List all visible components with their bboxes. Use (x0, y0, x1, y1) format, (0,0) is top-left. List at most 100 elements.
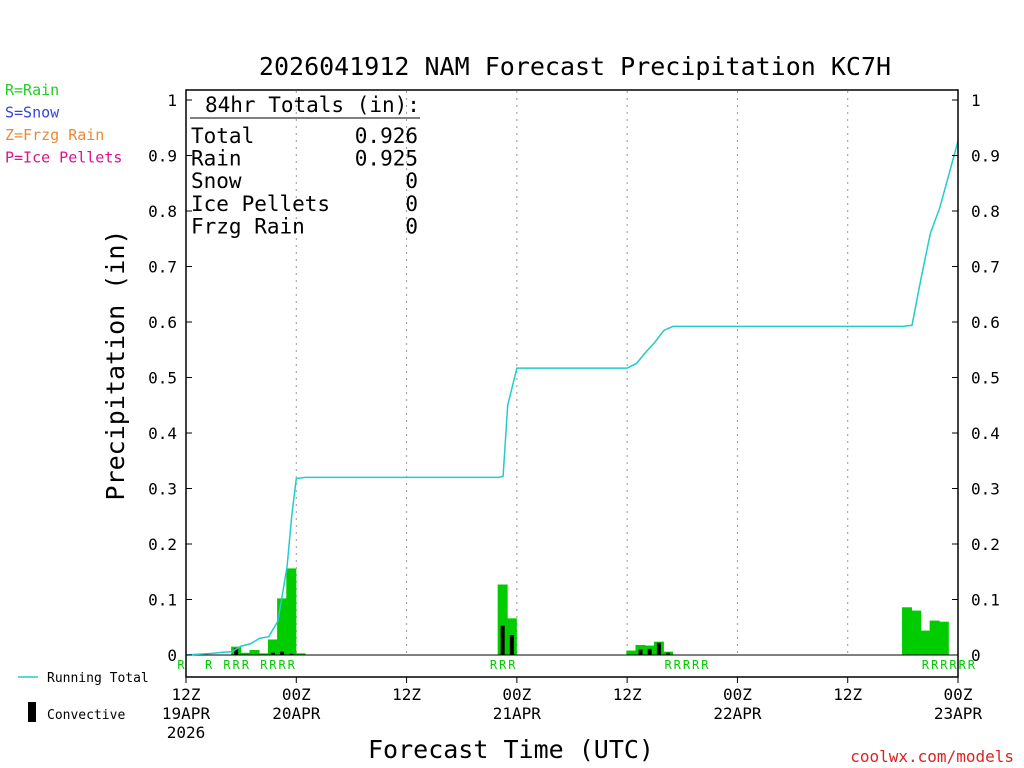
x-tick-label: 20APR (272, 704, 321, 723)
y-tick-label: 0 (971, 646, 981, 665)
ptype-legend-item: S=Snow (5, 104, 60, 122)
grid-lines (295, 91, 849, 655)
y-axis-right: 0 0.1 0.2 0.3 0.4 0.5 0.6 0.7 0.8 0.9 1 (952, 91, 1000, 665)
precip-bar (920, 630, 931, 655)
y-tick-label: 0.2 (971, 535, 1000, 554)
precip-bar (902, 607, 913, 655)
x-tick-label: 00Z (502, 685, 531, 704)
y-tick-label: 0.6 (971, 313, 1000, 332)
ptype-label: R (931, 658, 939, 672)
ptype-label: R (922, 658, 930, 672)
y-tick-label: 0.1 (148, 591, 177, 610)
convective-bar (270, 652, 275, 655)
credit-text: coolwx.com/models (850, 747, 1014, 766)
convective-bar (500, 625, 505, 655)
y-tick-label: 0.5 (971, 369, 1000, 388)
x-tick-label: 00Z (944, 685, 973, 704)
precip-type-legend: R=Rain S=Snow Z=Frzg Rain P=Ice Pellets (5, 81, 122, 167)
totals-row-value: 0.925 (355, 147, 418, 171)
convective-bar (666, 652, 671, 655)
precip-bar (497, 584, 508, 655)
totals-row-label: Rain (191, 147, 242, 171)
x-tick-label: 12Z (833, 685, 862, 704)
ptype-label: R (959, 658, 967, 672)
precip-bar (258, 653, 269, 655)
ptype-label: R (949, 658, 957, 672)
legend-convective-label: Convective (47, 708, 125, 723)
convective-bar (234, 648, 239, 655)
ptype-label: R (968, 658, 976, 672)
totals-header: 84hr Totals (in): (205, 93, 420, 117)
ptype-label: R (692, 658, 700, 672)
ptype-label: R (269, 658, 277, 672)
ptype-label: R (701, 658, 709, 672)
precip-bar (911, 610, 922, 655)
ptype-label: R (683, 658, 691, 672)
x-tick-label: 12Z (172, 685, 201, 704)
totals-box: 84hr Totals (in): Total 0.926 Rain 0.925 Sno… (190, 93, 420, 238)
y-axis-left: 0 0.1 0.2 0.3 0.4 0.5 0.6 0.7 0.8 0.9 1 (148, 91, 192, 665)
y-tick-label: 0.4 (148, 424, 177, 443)
convective-bar (509, 635, 514, 655)
y-tick-label: 0.7 (148, 258, 177, 277)
convective-bar (656, 642, 661, 655)
y-tick-label: 0.1 (971, 591, 1000, 610)
y-tick-label: 0.4 (971, 424, 1000, 443)
y-tick-label: 0.9 (971, 147, 1000, 166)
ptype-label: R (664, 658, 672, 672)
legend-running-total-label: Running Total (47, 671, 149, 686)
x-tick-label: 12Z (613, 685, 642, 704)
precip-bar (249, 650, 260, 655)
convective-bars (234, 625, 946, 656)
ptype-label: R (260, 658, 268, 672)
convective-bar (289, 653, 294, 655)
ptype-label: R (242, 658, 250, 672)
x-tick-label: 21APR (493, 704, 542, 723)
x-tick-label: 2026 (167, 723, 206, 742)
x-tick-label: 00Z (723, 685, 752, 704)
ptype-legend-item: P=Ice Pellets (5, 149, 122, 167)
ptype-label: R (177, 658, 185, 672)
precip-bar (240, 652, 251, 655)
ptype-label: R (508, 658, 516, 672)
ptype-label: R (940, 658, 948, 672)
y-tick-label: 0.8 (148, 202, 177, 221)
ptype-legend-item: R=Rain (5, 81, 59, 99)
x-tick-label: 19APR (162, 704, 211, 723)
ptype-label: R (233, 658, 241, 672)
x-tick-label: 23APR (934, 704, 983, 723)
y-tick-label: 0.2 (148, 535, 177, 554)
precip-bar (277, 598, 288, 655)
y-tick-label: 0.7 (971, 258, 1000, 277)
totals-row-value: 0 (405, 169, 418, 193)
precip-bar (929, 620, 940, 655)
y-tick-label: 0.8 (971, 202, 1000, 221)
x-tick-label: 12Z (392, 685, 421, 704)
running-total-line (185, 140, 959, 656)
y-axis-label: Precipitation (in) (101, 230, 130, 501)
plot-frame (185, 89, 959, 678)
y-tick-label: 0.3 (971, 480, 1000, 499)
totals-row-value: 0 (405, 192, 418, 216)
ptype-legend-item: Z=Frzg Rain (5, 126, 104, 144)
precip-bars (231, 568, 949, 655)
y-tick-label: 0.3 (148, 480, 177, 499)
totals-row-label: Total (191, 124, 254, 148)
x-tick-label: 22APR (713, 704, 762, 723)
y-tick-label: 0.5 (148, 369, 177, 388)
x-tick-label: 00Z (282, 685, 311, 704)
chart-title: 2026041912 NAM Forecast Precipitation KC… (259, 52, 891, 81)
y-tick-label: 0.9 (148, 147, 177, 166)
ptype-label: R (490, 658, 498, 672)
ptype-label: R (223, 658, 231, 672)
precip-bar (267, 639, 278, 655)
ptype-label: R (674, 658, 682, 672)
totals-row-label: Ice Pellets (191, 192, 330, 216)
totals-row-value: 0.926 (355, 124, 418, 148)
totals-row-label: Frzg Rain (191, 214, 305, 238)
ptype-label: R (288, 658, 296, 672)
ptype-label: R (499, 658, 507, 672)
legend-convective-swatch (28, 702, 36, 722)
y-tick-label: 1 (167, 91, 177, 110)
